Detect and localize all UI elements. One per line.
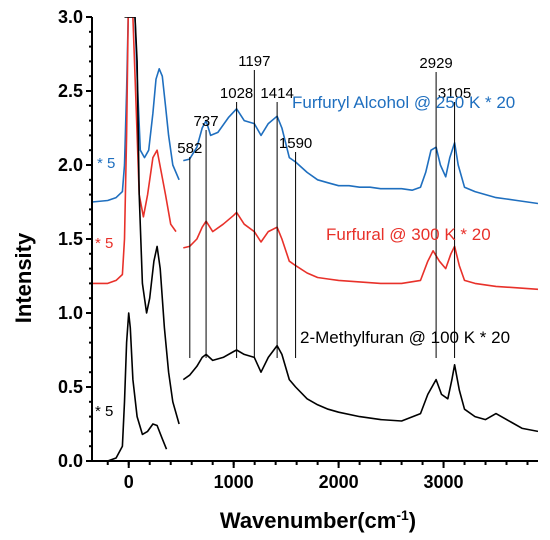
- peak-marker-label-2929: 2929: [419, 55, 452, 72]
- x-tick-label-1: 1000: [214, 472, 254, 492]
- series-2: [92, 17, 538, 461]
- y-tick-label-6: 3.0: [58, 7, 83, 27]
- series-2-high-region: [182, 344, 538, 433]
- y-tick-label-3: 1.5: [58, 229, 83, 249]
- series-label-1: Furfural @ 300 K * 20: [326, 225, 491, 244]
- peak-marker-label-1028: 1028: [220, 85, 253, 102]
- series-1-low-region: [92, 17, 177, 285]
- y-tick-label-2: 1.0: [58, 303, 83, 323]
- peak-marker-label-1197: 1197: [238, 53, 270, 70]
- series-1: [92, 17, 538, 291]
- multiplier-label-0: * 5: [97, 155, 115, 172]
- y-tick-label-0: 0.0: [58, 451, 83, 471]
- y-tick-label-4: 2.0: [58, 155, 83, 175]
- series-0: [92, 17, 538, 205]
- peak-marker-label-737: 737: [194, 113, 219, 130]
- x-tick-label-0: 0: [124, 472, 134, 492]
- multiplier-label-2: * 5: [95, 403, 113, 420]
- axes: 0.0 0.5 1.0 1.5 2.0 2.5 3.0 0 1000 2000 3000: [58, 7, 538, 492]
- series-label-2: 2-Methylfuran @ 100 K * 20: [300, 328, 510, 347]
- x-axis-title: Wavenumber(cm-1): [220, 507, 416, 533]
- plot-area: [92, 17, 538, 461]
- peak-marker-label-1590: 1590: [279, 135, 312, 152]
- series-0-high-region: [183, 108, 538, 205]
- series-2-tall-region: [124, 17, 180, 425]
- multiplier-label-1: * 5: [95, 235, 113, 252]
- peak-marker-label-582: 582: [177, 140, 202, 157]
- series-0-low-region: [92, 17, 180, 203]
- peak-marker-label-1414: 1414: [260, 85, 293, 102]
- series-label-0: Furfuryl Alcohol @ 250 K * 20: [292, 93, 515, 112]
- x-tick-label-3: 3000: [424, 472, 464, 492]
- x-tick-label-2: 2000: [319, 472, 359, 492]
- x-axis-title-main: Wavenumber(cm: [220, 508, 396, 533]
- x-axis-title-close: ): [409, 508, 416, 533]
- x-axis-title-sup: -1: [396, 507, 409, 523]
- peak-marker-label-3105: 3105: [438, 85, 471, 102]
- y-tick-label-1: 0.5: [58, 377, 83, 397]
- series-2-low-region: [92, 312, 168, 461]
- y-tick-label-5: 2.5: [58, 81, 83, 101]
- y-axis-title: Intensity: [11, 232, 36, 323]
